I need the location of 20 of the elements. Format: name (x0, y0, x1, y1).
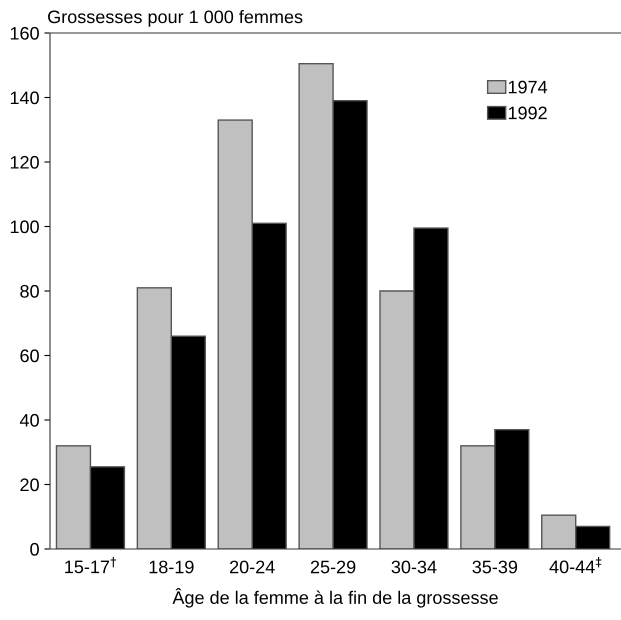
x-tick-label: 30-34 (392, 560, 437, 574)
y-tick-label: 40 (20, 414, 39, 427)
y-tick-label: 20 (20, 478, 39, 492)
x-tick-label: 18-19 (150, 560, 194, 574)
y-tick-label: 0 (30, 542, 39, 556)
x-tick-label: 35-39 (472, 560, 518, 574)
x-tick-label: 40-44$^{‡}$ (549, 556, 602, 574)
x-tick-label: 20-24 (230, 560, 275, 574)
y-tick-label: 80 (20, 284, 39, 298)
legend-label: 1974 (508, 80, 548, 94)
x-tick-label: 25-29 (310, 560, 356, 574)
x-tick-label: 15-17$^{†}$ (65, 556, 116, 574)
legend-label: 1992 (508, 106, 547, 120)
y-tick-label: 60 (20, 349, 39, 362)
x-axis-title: Âge de la femme à la fin de la grossesse (172, 588, 498, 608)
y-tick-label: 160 (10, 26, 39, 40)
y-tick-label: 140 (10, 91, 39, 104)
y-tick-label: 120 (10, 156, 39, 169)
y-axis-title: Grossesses pour 1 000 femmes (48, 10, 302, 27)
y-tick-label: 100 (10, 220, 39, 234)
